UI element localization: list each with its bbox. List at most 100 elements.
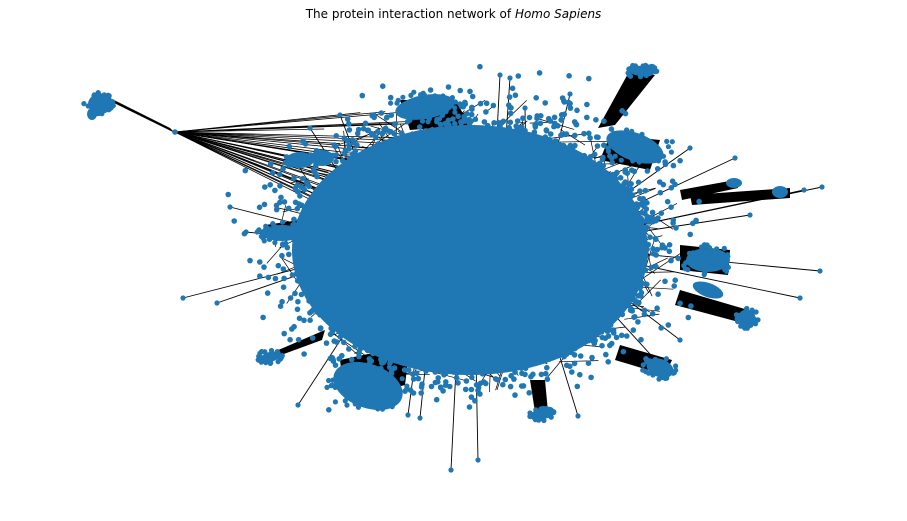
- network-node: [636, 159, 642, 165]
- network-node: [617, 278, 623, 285]
- network-node: [279, 252, 285, 259]
- network-node: [472, 116, 479, 123]
- network-node: [685, 314, 692, 321]
- network-node: [593, 117, 599, 123]
- network-node: [441, 356, 448, 363]
- network-node: [753, 309, 759, 315]
- network-node: [261, 201, 268, 208]
- network-node: [518, 365, 524, 371]
- network-node: [303, 289, 310, 296]
- network-node: [591, 151, 598, 158]
- network-node: [565, 333, 571, 340]
- network-node: [563, 131, 570, 137]
- network-node: [346, 142, 352, 148]
- network-node: [294, 306, 301, 313]
- network-node: [662, 278, 668, 285]
- network-node: [295, 336, 302, 343]
- network-edge: [174, 131, 314, 194]
- network-node: [357, 154, 364, 161]
- network-node: [416, 364, 423, 370]
- network-node: [618, 332, 625, 339]
- network-node: [640, 232, 646, 239]
- network-node: [620, 302, 626, 309]
- network-node: [632, 314, 638, 320]
- network-node: [666, 248, 673, 255]
- network-node: [627, 254, 633, 261]
- network-node: [658, 325, 664, 331]
- network-node: [551, 123, 557, 130]
- network-node: [553, 140, 560, 147]
- network-node: [677, 337, 683, 343]
- network-node: [522, 127, 528, 134]
- node-cluster: [686, 248, 730, 272]
- network-node: [306, 298, 312, 304]
- network-node: [320, 184, 327, 191]
- network-node: [641, 203, 647, 209]
- network-node: [337, 170, 344, 177]
- network-node: [622, 179, 629, 185]
- network-node: [387, 94, 394, 101]
- network-node: [537, 354, 543, 361]
- network-node: [665, 144, 672, 150]
- network-node: [267, 161, 274, 167]
- network-node: [546, 356, 553, 362]
- network-node: [555, 144, 562, 151]
- network-node: [342, 398, 348, 404]
- network-node: [301, 317, 307, 324]
- network-node: [655, 158, 662, 164]
- network-node: [607, 153, 613, 159]
- network-node: [618, 199, 624, 205]
- network-node: [445, 117, 452, 124]
- network-node: [298, 291, 305, 298]
- network-node: [453, 375, 460, 381]
- network-node: [648, 264, 655, 271]
- network-node: [533, 407, 539, 413]
- network-node: [736, 313, 742, 319]
- network-node: [670, 220, 676, 226]
- network-node: [379, 347, 385, 354]
- network-node: [634, 210, 641, 217]
- network-edge: [174, 111, 386, 133]
- network-node: [641, 246, 648, 253]
- network-node: [378, 343, 385, 350]
- network-node: [475, 364, 481, 371]
- network-node: [725, 264, 732, 270]
- network-node: [277, 183, 283, 189]
- node-cluster: [310, 150, 334, 166]
- network-node: [337, 112, 343, 118]
- network-node: [669, 178, 676, 184]
- network-node: [601, 142, 607, 148]
- network-edge: [650, 257, 668, 267]
- network-node: [437, 121, 444, 128]
- network-node: [260, 314, 266, 321]
- network-node: [671, 283, 677, 289]
- network-node: [425, 364, 432, 370]
- network-node: [586, 337, 592, 344]
- network-node: [405, 133, 411, 140]
- network-edge: [618, 259, 801, 299]
- network-node: [314, 309, 321, 316]
- node-cluster: [395, 94, 455, 120]
- network-node: [473, 382, 480, 388]
- network-node: [325, 302, 331, 309]
- network-node: [647, 358, 653, 364]
- network-node: [379, 131, 386, 137]
- network-node: [388, 368, 394, 375]
- network-node: [452, 99, 458, 105]
- network-node: [313, 287, 319, 293]
- network-node: [428, 383, 435, 390]
- network-node: [663, 356, 670, 362]
- network-node: [469, 93, 476, 100]
- network-node: [641, 311, 648, 318]
- network-node: [607, 322, 614, 328]
- network-node: [639, 210, 645, 216]
- network-node: [627, 278, 633, 284]
- network-node: [584, 114, 590, 121]
- network-node: [685, 267, 691, 273]
- network-node: [307, 317, 313, 324]
- network-node: [567, 91, 573, 97]
- network-node: [376, 401, 382, 407]
- network-node: [541, 417, 547, 424]
- network-node: [415, 375, 422, 382]
- network-node: [105, 92, 111, 98]
